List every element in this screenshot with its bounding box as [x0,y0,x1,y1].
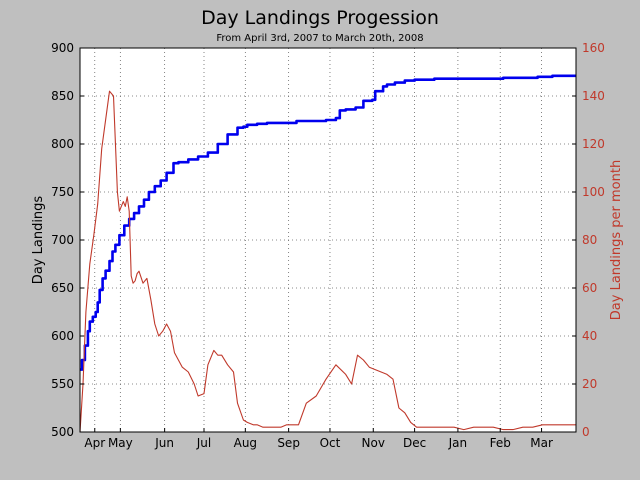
series-layer [79,74,576,433]
y-right-tick-label: 20 [582,377,597,391]
y-left-tick-label: 600 [51,329,74,343]
y-right-tick-label: 40 [582,329,597,343]
y-left-tick-label: 700 [51,233,74,247]
grid-lines [80,48,576,432]
x-tick-label: Jun [154,436,174,450]
series-monthly-line [79,90,576,433]
x-tick-label: Oct [320,436,341,450]
x-tick-label: Nov [362,436,385,450]
x-tick-label: Feb [490,436,511,450]
chart-title: Day Landings Progession [201,7,439,29]
y-right-tick-label: 120 [582,137,605,151]
y-right-tick-label: 140 [582,89,605,103]
x-tick-label: Sep [277,436,300,450]
y-left-tick-label: 750 [51,185,74,199]
y-left-tick-label: 500 [51,425,74,439]
y-left-tick-label: 900 [51,41,74,55]
x-tick-label: Dec [403,436,426,450]
y-right-tick-label: 100 [582,185,605,199]
axis-ticks: 500 550 600 650 700 750 800 850 900 0 20 40 60 80 100 1… [51,41,605,450]
x-tick-label: Jul [196,436,211,450]
y-left-tick-label: 800 [51,137,74,151]
x-tick-label: Mar [530,436,553,450]
series-cumulative-line [80,74,576,371]
x-tick-label: Jan [448,436,468,450]
y-right-tick-label: 60 [582,281,597,295]
y-left-tick-label: 650 [51,281,74,295]
y-axis-right-label: Day Landings per month [609,160,624,320]
y-right-tick-label: 0 [582,425,590,439]
y-right-tick-label: 160 [582,41,605,55]
y-right-tick-label: 80 [582,233,597,247]
y-left-tick-label: 850 [51,89,74,103]
x-tick-label: Aug [234,436,257,450]
y-axis-left-label: Day Landings [31,196,46,285]
x-tick-label: May [108,436,133,450]
chart-subtitle: From April 3rd, 2007 to March 20th, 2008 [216,33,423,44]
y-left-tick-label: 550 [51,377,74,391]
x-tick-label: Apr [84,436,105,450]
